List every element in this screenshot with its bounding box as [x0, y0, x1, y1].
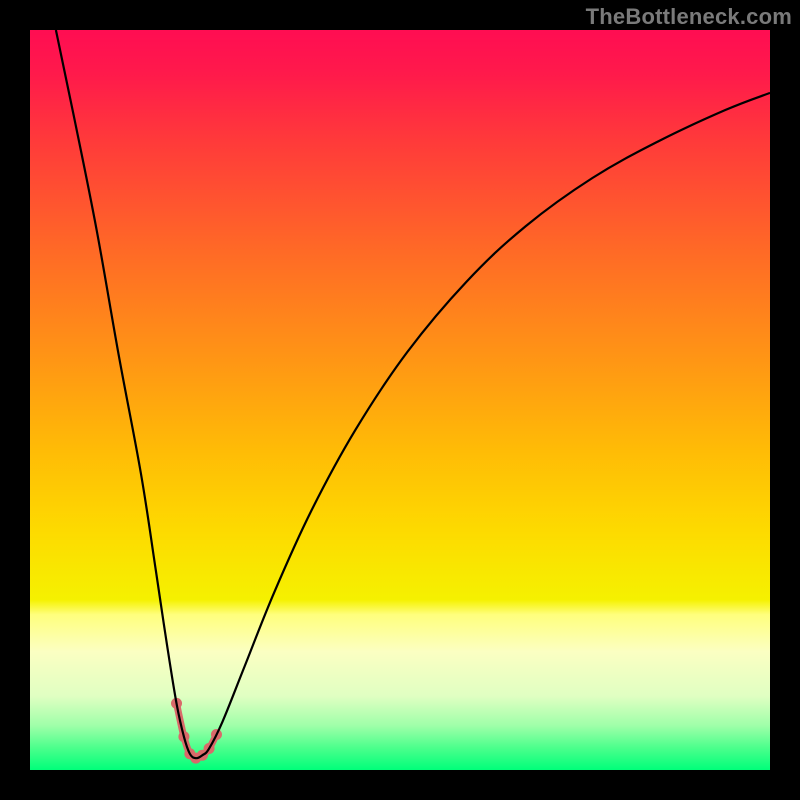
chart-curves: [30, 30, 770, 770]
bottleneck-curve: [56, 30, 770, 758]
root: TheBottleneck.com: [0, 0, 800, 800]
chart-area: [30, 30, 770, 770]
highlight-region: [171, 698, 222, 764]
watermark-text: TheBottleneck.com: [586, 4, 792, 30]
